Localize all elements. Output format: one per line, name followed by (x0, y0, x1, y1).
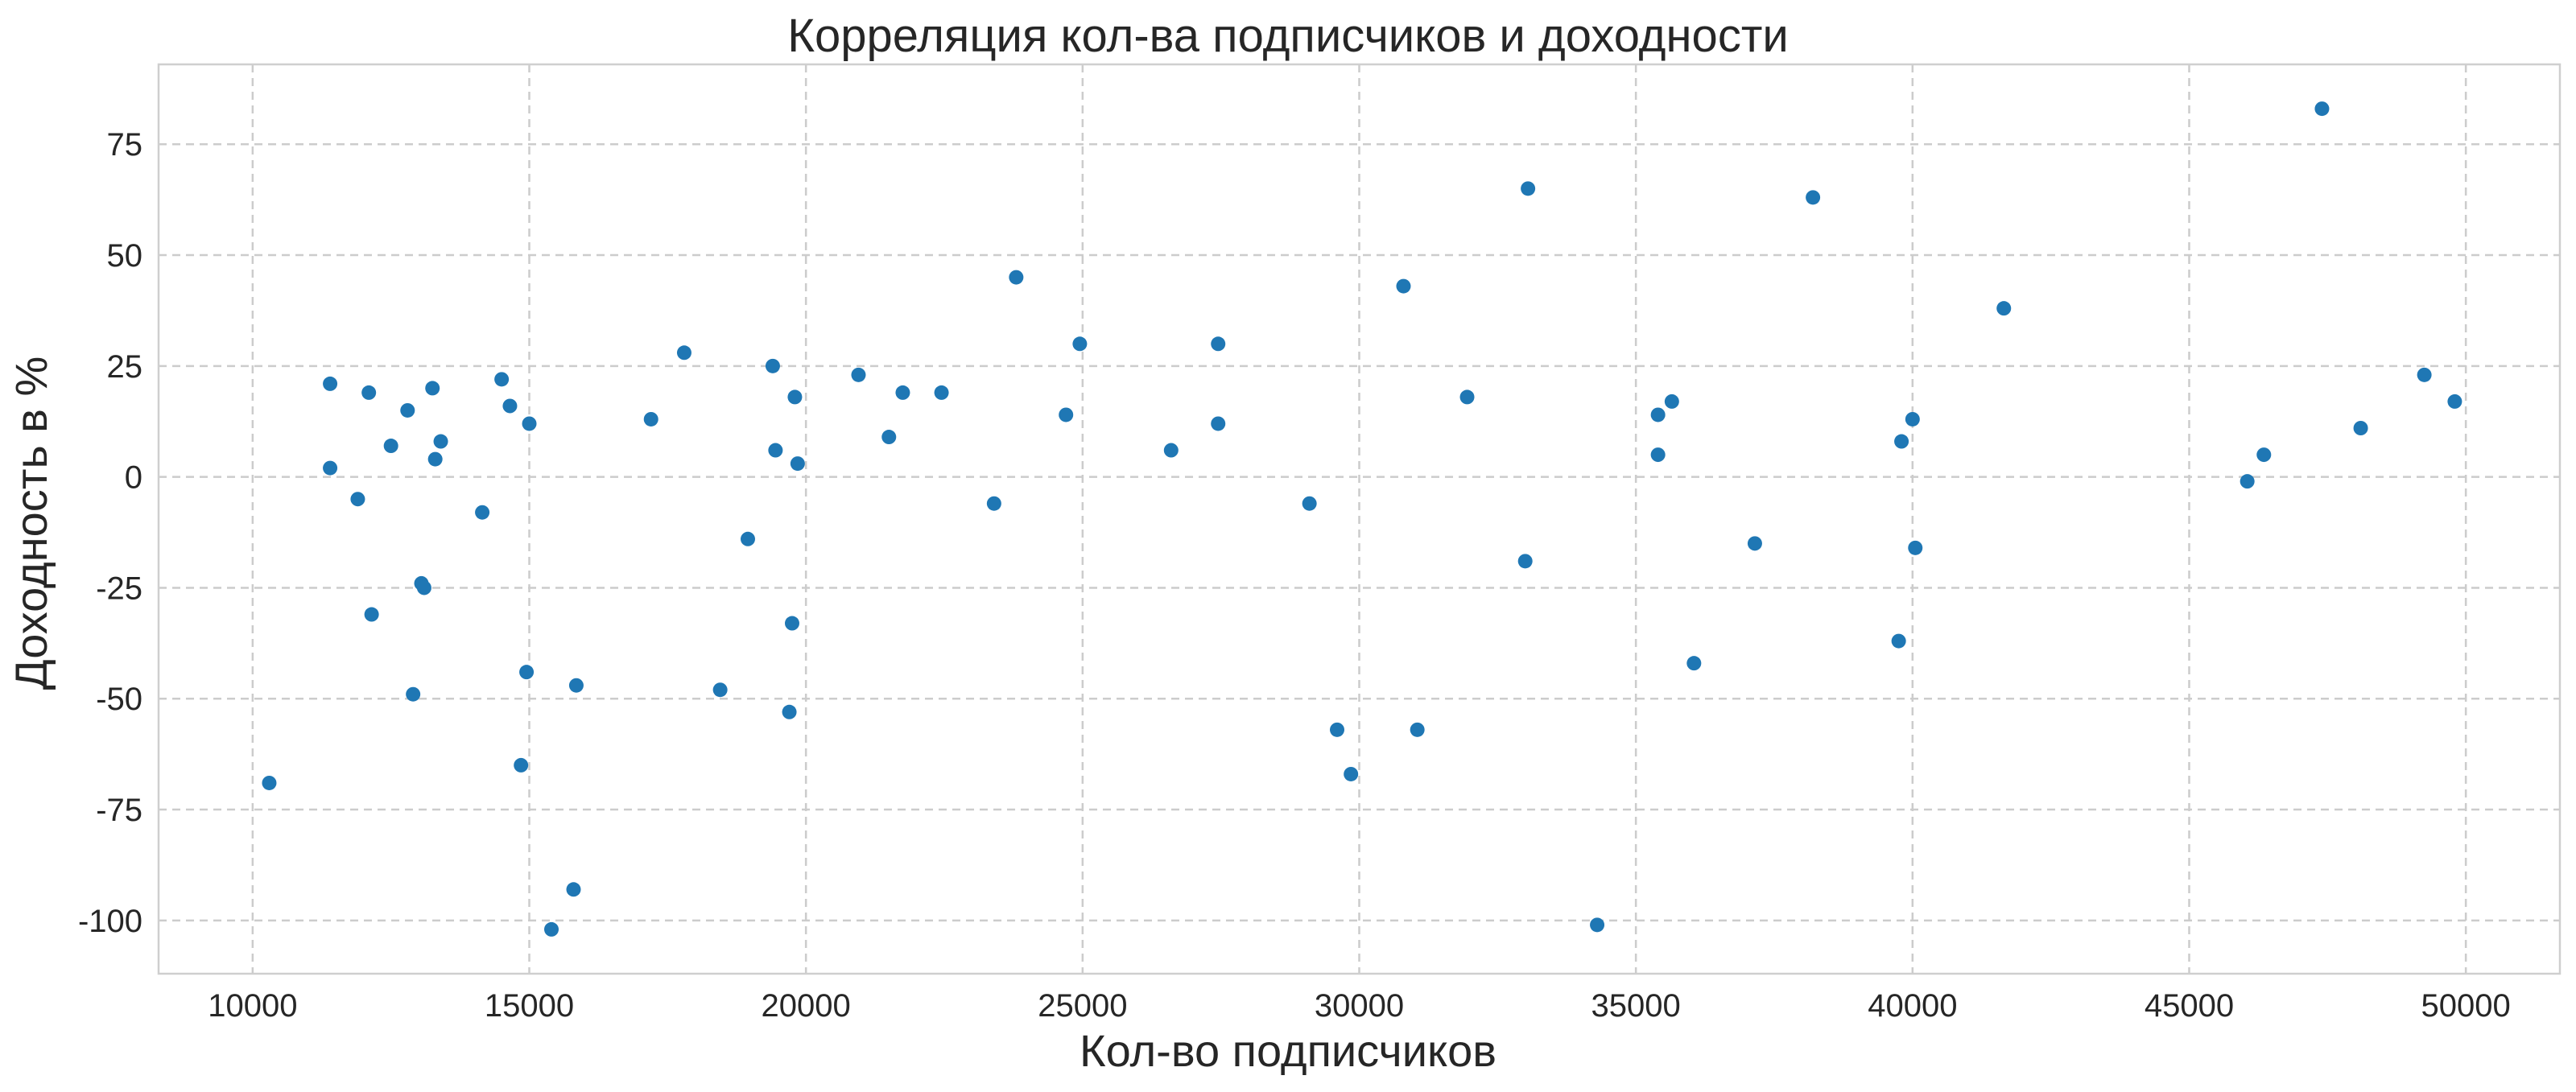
x-tick-label: 25000 (1038, 988, 1127, 1024)
data-point (400, 402, 415, 418)
data-point (514, 757, 529, 773)
data-point (1996, 301, 2012, 316)
data-point (519, 665, 535, 680)
y-tick-label: 75 (107, 127, 143, 163)
data-point (986, 496, 1001, 511)
y-axis-ticks: 75 50 25 0 -25 -50 -75 -100 (78, 127, 142, 939)
y-tick-label: -100 (78, 904, 142, 939)
data-point (416, 580, 431, 595)
x-tick-label: 10000 (208, 988, 297, 1024)
data-point (1459, 389, 1475, 405)
data-point (676, 345, 691, 361)
plot-area-border (157, 63, 2562, 975)
data-point (1905, 411, 1920, 426)
y-tick-label: -25 (96, 571, 142, 606)
y-axis-label: Доходность в % (6, 356, 56, 690)
data-point (361, 385, 377, 400)
data-point (427, 451, 443, 467)
data-point (475, 505, 490, 520)
data-point (1344, 766, 1359, 781)
data-point (1891, 633, 1906, 649)
data-point (1806, 190, 1821, 205)
data-point (544, 921, 559, 937)
data-point (522, 416, 537, 431)
data-point (1163, 443, 1179, 458)
data-point (502, 398, 518, 414)
data-point (2240, 474, 2255, 489)
data-point (1664, 394, 1679, 409)
x-axis-label: Кол-во подписчиков (1080, 1025, 1496, 1076)
data-point (323, 460, 338, 476)
x-tick-label: 45000 (2145, 988, 2234, 1024)
x-tick-label: 20000 (762, 988, 851, 1024)
x-tick-label: 50000 (2421, 988, 2511, 1024)
data-point (425, 381, 440, 396)
data-point (784, 616, 799, 631)
grid-lines (159, 64, 2560, 974)
data-point (2417, 367, 2432, 382)
data-point (768, 443, 783, 458)
x-tick-label: 40000 (1868, 988, 1957, 1024)
data-point (262, 775, 277, 790)
data-point (406, 686, 421, 702)
data-point (1650, 407, 1666, 422)
data-point (2314, 101, 2330, 117)
data-point (2353, 421, 2368, 435)
data-point (1396, 278, 1411, 294)
data-point (350, 492, 365, 507)
data-point (1590, 917, 1605, 933)
data-point (494, 372, 510, 387)
data-point (790, 456, 805, 472)
x-tick-label: 30000 (1315, 988, 1404, 1024)
data-point (323, 376, 338, 391)
y-tick-label: -50 (96, 682, 142, 717)
data-point (1650, 447, 1666, 463)
data-points (262, 101, 2462, 937)
data-point (1410, 722, 1425, 737)
data-point (895, 385, 910, 400)
data-point (1302, 496, 1317, 511)
y-tick-label: 25 (107, 349, 143, 385)
data-point (2256, 447, 2272, 463)
data-point (881, 430, 897, 445)
data-point (1894, 434, 1909, 449)
data-point (433, 434, 448, 449)
data-point (1517, 554, 1533, 569)
chart-title: Корреляция кол-ва подписчиков и доходнос… (787, 10, 1789, 62)
data-point (1072, 336, 1088, 352)
data-point (1211, 416, 1226, 431)
data-point (1009, 270, 1024, 285)
data-point (1908, 540, 1923, 555)
data-point (643, 411, 658, 426)
y-tick-label: -75 (96, 793, 142, 828)
data-point (765, 358, 780, 373)
data-point (712, 682, 728, 698)
data-point (383, 439, 398, 454)
data-point (1747, 536, 1762, 551)
data-point (568, 678, 584, 693)
data-point (566, 882, 581, 897)
x-axis-ticks: 10000 15000 20000 25000 30000 35000 40000 45000… (208, 988, 2511, 1024)
y-tick-label: 50 (107, 238, 143, 274)
data-point (782, 704, 797, 719)
x-tick-label: 35000 (1591, 988, 1681, 1024)
data-point (1059, 407, 1074, 422)
y-tick-label: 0 (125, 460, 142, 496)
data-point (741, 531, 756, 546)
data-point (1686, 656, 1702, 671)
data-point (364, 607, 379, 622)
x-tick-label: 15000 (485, 988, 574, 1024)
data-point (2447, 394, 2462, 409)
data-point (1211, 336, 1226, 352)
data-point (1521, 181, 1536, 196)
data-point (787, 389, 803, 405)
data-point (934, 385, 949, 400)
data-point (851, 367, 866, 382)
data-point (1330, 722, 1345, 737)
